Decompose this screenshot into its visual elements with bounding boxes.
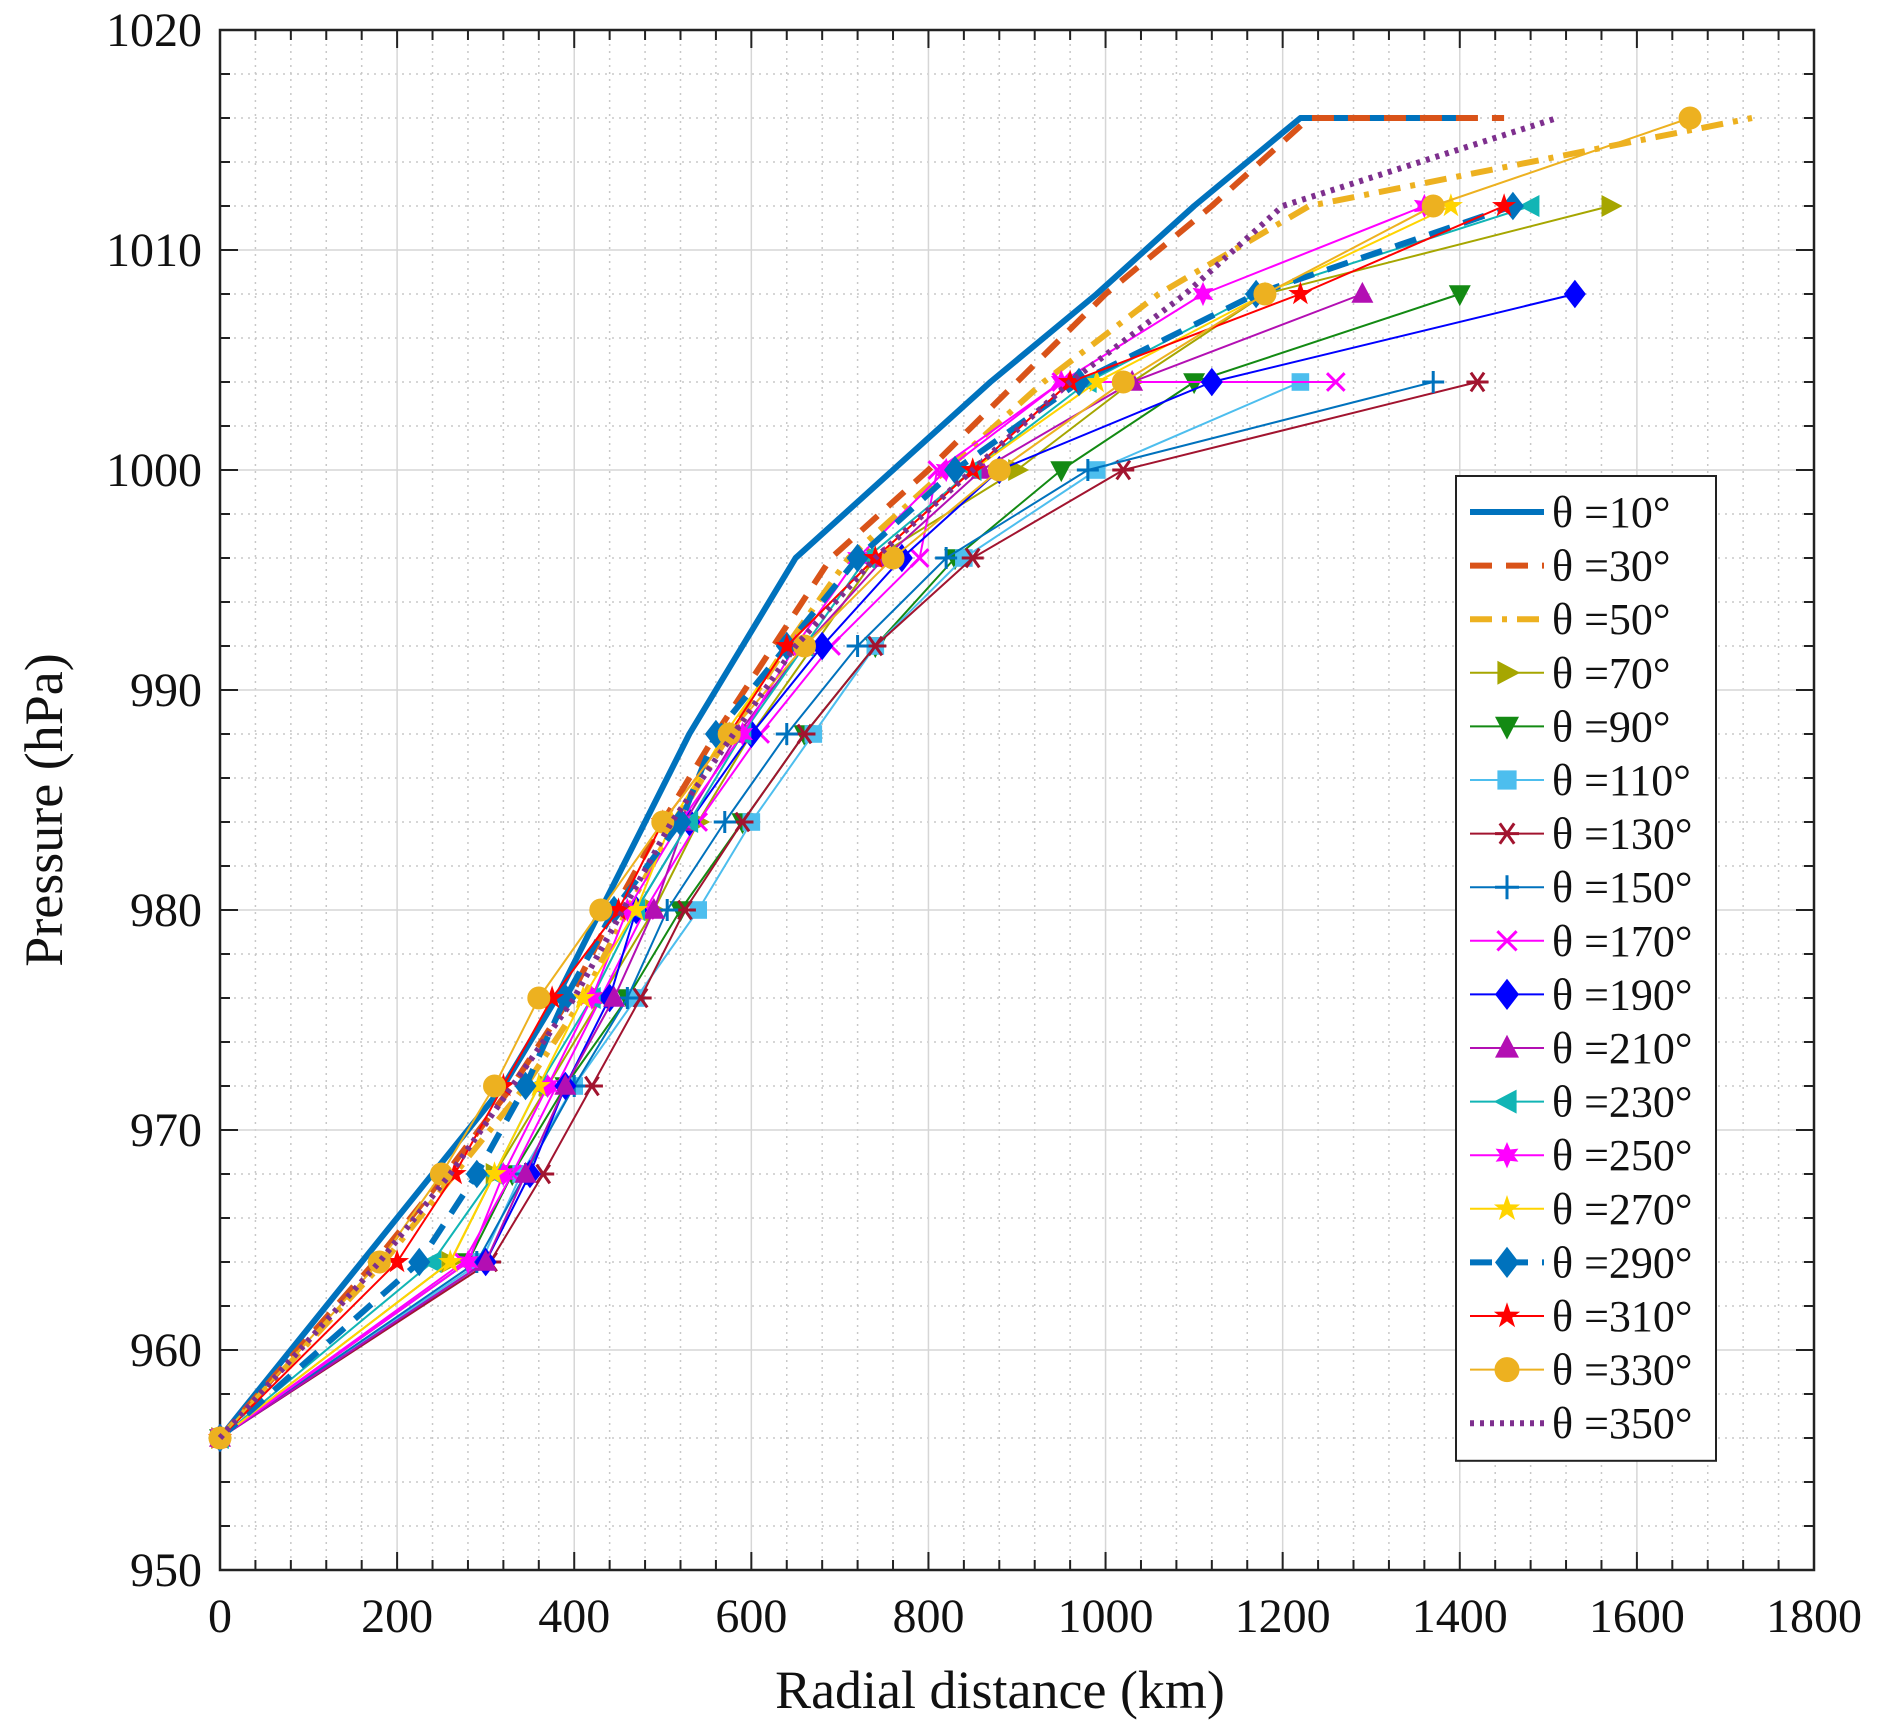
legend-label: θ =10° [1552,488,1671,537]
y-tick-label: 1000 [106,444,202,497]
data-point-marker [1679,107,1701,129]
legend-label: θ =90° [1552,702,1671,751]
x-tick-label: 400 [538,1590,610,1643]
y-tick-label: 1010 [106,224,202,277]
y-tick-label: 960 [130,1324,202,1377]
data-point-marker [528,987,550,1009]
data-point-marker [1422,195,1444,217]
data-point-marker [1495,1358,1519,1382]
data-point-marker [1254,283,1276,305]
legend-label: θ =50° [1552,595,1671,644]
series-line [220,118,1478,1438]
data-point-marker [1564,280,1586,309]
legend-label: θ =190° [1552,970,1693,1019]
data-point-marker [1602,195,1623,217]
data-point-marker [1112,371,1134,393]
legend-label: θ =350° [1552,1399,1693,1448]
series-group [209,285,1471,1450]
data-point-marker [1466,373,1488,392]
data-point-marker [590,899,612,921]
series-group [220,118,1557,1438]
series-line [220,118,1557,1438]
data-point-marker [484,1075,506,1097]
legend-label: θ =150° [1552,863,1693,912]
legend: θ =10° θ =30°θ =50° θ =70°θ =90° θ =110° θ =… [1456,476,1716,1461]
data-point-marker [430,1163,452,1185]
data-point-marker [466,1160,488,1189]
data-point-marker [368,1251,390,1273]
legend-label: θ =170° [1552,917,1693,966]
x-axis-title: Radial distance (km) [775,1660,1225,1720]
y-axis-title: Pressure (hPa) [14,653,74,966]
y-tick-label: 970 [130,1104,202,1157]
legend-label: θ =110° [1552,756,1691,805]
series-line [220,294,1460,1438]
data-point-marker [1183,373,1205,394]
data-point-marker [652,811,674,833]
legend-label: θ =310° [1552,1292,1693,1341]
pressure-radial-chart: 0 200 400 600 800 1000 1200 1400 1600 1800 950 960 9… [0,0,1889,1732]
y-tick-label: 950 [130,1544,202,1597]
data-point-marker [988,459,1010,481]
legend-label: θ =290° [1552,1238,1693,1287]
x-tick-label: 200 [361,1590,433,1643]
legend-label: θ =250° [1552,1131,1693,1180]
series-line [220,206,1504,1438]
legend-label: θ =230° [1552,1078,1693,1127]
y-tick-label: 980 [130,884,202,937]
x-tick-label: 0 [208,1590,232,1643]
data-point-marker [1422,371,1444,393]
legend-label: θ =330° [1552,1346,1693,1395]
x-tick-label: 1200 [1235,1590,1331,1643]
data-point-marker [1497,770,1516,789]
x-tick-label: 800 [892,1590,964,1643]
x-tick-label: 1400 [1412,1590,1508,1643]
data-point-marker [1201,368,1223,397]
legend-label: θ =210° [1552,1024,1693,1073]
x-tick-label: 1800 [1766,1590,1862,1643]
series-group [208,195,1540,1449]
data-point-marker [1050,461,1072,482]
legend-label: θ =270° [1552,1185,1693,1234]
data-point-marker [1351,282,1373,303]
x-tick-label: 600 [715,1590,787,1643]
x-tick-label: 1600 [1589,1590,1685,1643]
series-line [220,206,1513,1438]
y-tick-label: 1020 [106,4,202,57]
x-tick-label: 1000 [1058,1590,1154,1643]
legend-label: θ =70° [1552,649,1671,698]
data-point-marker [1288,281,1312,304]
y-tick-label: 990 [130,664,202,717]
legend-label: θ =130° [1552,810,1693,859]
series-group [220,118,1478,1438]
series-line [220,206,1451,1438]
legend-label: θ =30° [1552,542,1671,591]
